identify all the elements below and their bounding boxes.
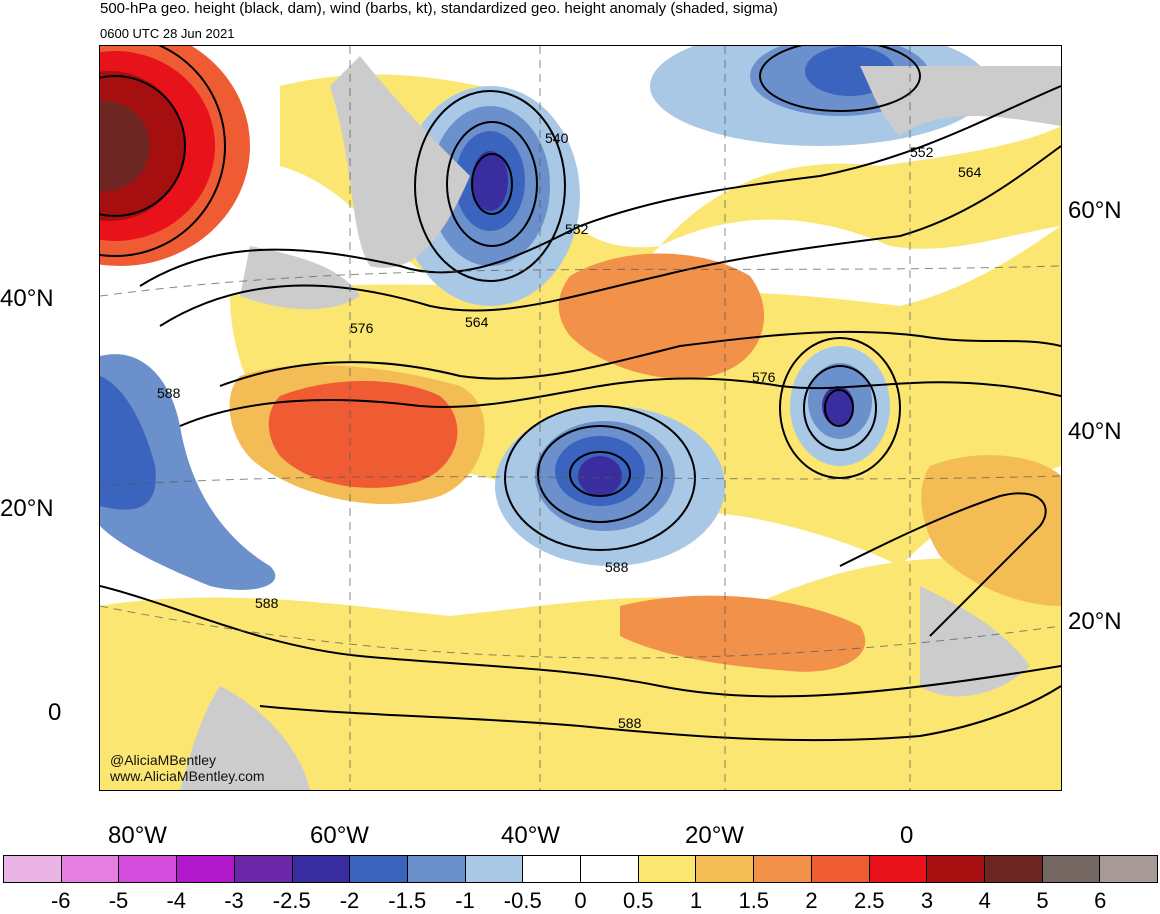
colorbar-swatch [695,855,754,883]
colorbar-tick-label: -1.5 [388,888,427,913]
colorbar-swatch [637,855,696,883]
lon-label: 60°W [310,822,369,849]
colorbar-tick-label: -1 [455,888,475,913]
colorbar-tick-label: 5 [1036,888,1049,913]
contour-label: 552 [565,221,589,237]
colorbar-tick-label: 2 [805,888,818,913]
lon-label: 80°W [108,822,167,849]
colorbar-tick-label: 1 [689,888,703,913]
lat-label: 20°N [1068,608,1122,635]
colorbar-swatch [176,855,234,883]
colorbar-tick-label: 6 [1094,888,1107,913]
map-title: 500-hPa geo. height (black, dam), wind (… [100,0,778,17]
colorbar-tick-label: -3 [224,888,244,913]
contour-label: 564 [958,164,982,180]
lon-label: 0 [900,822,914,849]
contour-label: 588 [157,385,181,401]
colorbar-swatch [233,855,292,883]
colorbar-swatch [522,855,581,883]
lon-label: 20°W [685,822,744,849]
colorbar-swatch [60,855,119,883]
colorbar-swatch [1041,855,1100,883]
lon-label: 40°W [501,822,560,849]
colorbar-swatch [810,855,869,883]
colorbar-tick-label: -5 [108,888,129,913]
colorbar-tick-label: 2.5 [853,888,885,913]
colorbar-tick-label: 0.5 [622,888,654,913]
contour-label: 552 [910,144,934,160]
lat-label: 40°N [0,285,54,312]
colorbar-tick-label: -6 [50,888,71,913]
credit-handle: @AliciaMBentley [110,752,217,768]
colorbar-tick-label: 1.5 [738,888,770,913]
contour-label: 588 [255,595,279,611]
credit-website: www.AliciaMBentley.com [110,768,265,784]
colorbar-swatch [118,855,177,883]
contour-label: 540 [545,130,569,146]
lat-label: 60°N [1068,197,1122,224]
contour-label: 576 [350,320,374,336]
contour-label: 588 [618,715,642,731]
lat-label: 20°N [0,495,54,522]
lat-label: 0 [48,699,62,726]
colorbar-tick-label: 4 [978,888,991,913]
contour-label: 564 [465,314,489,330]
contour-label: 588 [605,559,629,575]
colorbar-swatch [464,855,523,883]
colorbar-tick-label: 3 [920,888,934,913]
colorbar-swatch [3,855,61,883]
colorbar-tick-label: 0 [574,888,587,913]
colorbar-swatch [983,855,1042,883]
valid-time: 0600 UTC 28 Jun 2021 [100,26,235,41]
colorbar-swatch [406,855,465,883]
colorbar-swatch [580,855,638,883]
colorbar-tick-label: -4 [166,888,187,913]
colorbar-tick-label: -0.5 [503,888,542,913]
colorbar-swatch [349,855,407,883]
lat-label: 40°N [1068,418,1122,445]
colorbar-tick-label: -2.5 [272,888,311,913]
colorbar-swatch [291,855,350,883]
colorbar-swatch [926,855,984,883]
colorbar [3,855,1159,885]
contour-label: 576 [752,369,776,385]
colorbar-swatch [753,855,811,883]
colorbar-swatch [868,855,927,883]
map-canvas: 540 552 552 564 564 576 576 588 588 588 … [100,46,1061,790]
weather-map: 540 552 552 564 564 576 576 588 588 588 … [99,45,1062,791]
colorbar-swatch [1099,855,1159,883]
colorbar-tick-label: -2 [339,888,360,913]
